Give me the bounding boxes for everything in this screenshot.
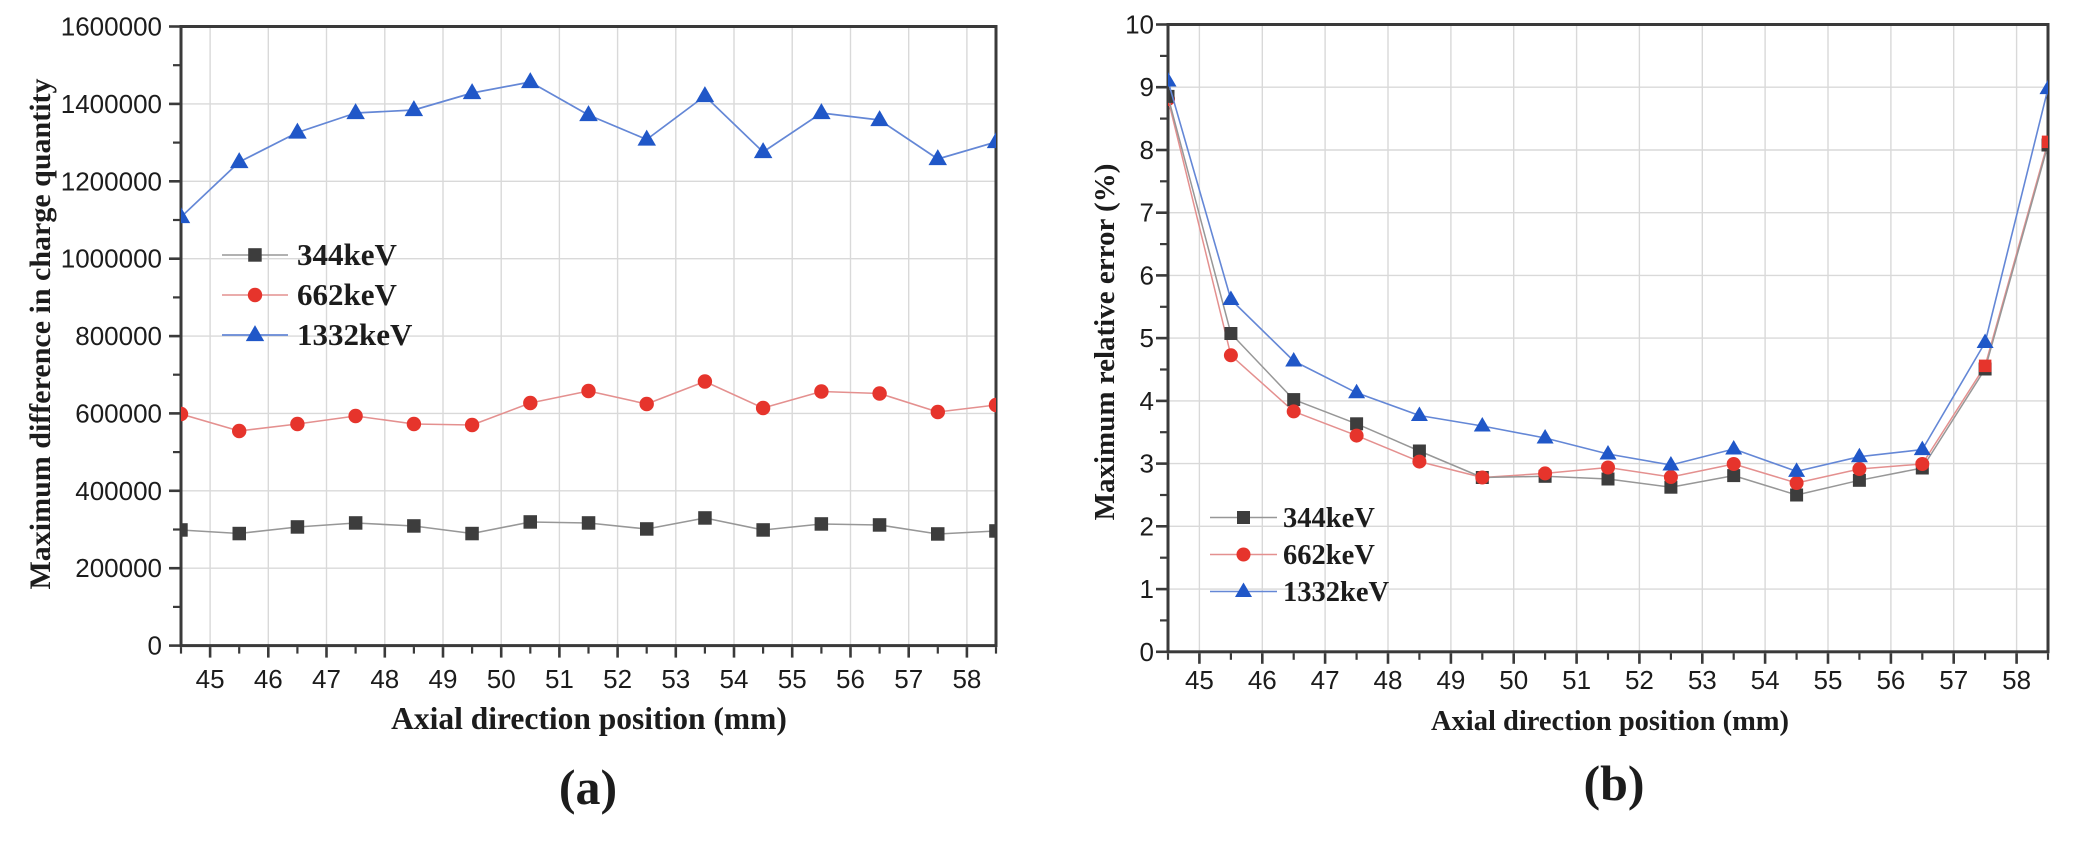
svg-text:46: 46 <box>1248 665 1277 695</box>
svg-text:56: 56 <box>1876 665 1905 695</box>
svg-text:51: 51 <box>1562 665 1591 695</box>
svg-text:45: 45 <box>1185 665 1214 695</box>
svg-text:56: 56 <box>836 664 865 694</box>
svg-text:48: 48 <box>1374 665 1403 695</box>
svg-text:4: 4 <box>1140 386 1154 416</box>
svg-text:(b): (b) <box>1583 755 1644 811</box>
svg-text:1200000: 1200000 <box>61 166 162 196</box>
svg-text:(a): (a) <box>559 759 617 815</box>
svg-text:200000: 200000 <box>75 553 162 583</box>
svg-text:1: 1 <box>1140 574 1154 604</box>
svg-text:50: 50 <box>1499 665 1528 695</box>
svg-text:0: 0 <box>148 631 162 661</box>
svg-text:55: 55 <box>1814 665 1843 695</box>
svg-text:52: 52 <box>1625 665 1654 695</box>
svg-text:0: 0 <box>1140 637 1154 667</box>
svg-text:400000: 400000 <box>75 476 162 506</box>
svg-text:Axial direction position (mm): Axial direction position (mm) <box>391 701 787 736</box>
svg-text:48: 48 <box>370 664 399 694</box>
svg-text:1332keV: 1332keV <box>297 317 413 352</box>
svg-text:1600000: 1600000 <box>61 12 162 42</box>
svg-text:1000000: 1000000 <box>61 244 162 274</box>
svg-text:6: 6 <box>1140 260 1154 290</box>
svg-text:46: 46 <box>254 664 283 694</box>
svg-text:7: 7 <box>1140 198 1154 228</box>
svg-text:800000: 800000 <box>75 321 162 351</box>
svg-text:55: 55 <box>778 664 807 694</box>
svg-text:49: 49 <box>1436 665 1465 695</box>
svg-text:54: 54 <box>1751 665 1780 695</box>
svg-text:Maximum relative error (%): Maximum relative error (%) <box>1089 164 1121 521</box>
svg-text:58: 58 <box>952 664 981 694</box>
svg-text:47: 47 <box>312 664 341 694</box>
svg-text:54: 54 <box>720 664 749 694</box>
svg-text:9: 9 <box>1140 72 1154 102</box>
svg-text:51: 51 <box>545 664 574 694</box>
svg-text:2: 2 <box>1140 511 1154 541</box>
svg-text:8: 8 <box>1140 135 1154 165</box>
svg-text:344keV: 344keV <box>297 237 398 272</box>
svg-text:662keV: 662keV <box>297 277 398 312</box>
svg-text:Maximum difference in charge q: Maximum difference in charge quantity <box>24 78 57 589</box>
svg-text:5: 5 <box>1140 323 1154 353</box>
svg-text:57: 57 <box>1939 665 1968 695</box>
svg-text:57: 57 <box>894 664 923 694</box>
svg-text:600000: 600000 <box>75 398 162 428</box>
svg-text:58: 58 <box>2002 665 2031 695</box>
svg-text:10: 10 <box>1125 10 1154 40</box>
svg-text:47: 47 <box>1311 665 1340 695</box>
svg-text:Axial direction position (mm): Axial direction position (mm) <box>1431 706 1789 737</box>
svg-text:50: 50 <box>487 664 516 694</box>
svg-text:52: 52 <box>603 664 632 694</box>
svg-text:53: 53 <box>1688 665 1717 695</box>
svg-text:662keV: 662keV <box>1283 540 1375 571</box>
svg-text:45: 45 <box>196 664 225 694</box>
svg-text:1400000: 1400000 <box>61 89 162 119</box>
svg-text:49: 49 <box>429 664 458 694</box>
svg-text:3: 3 <box>1140 449 1154 479</box>
svg-text:344keV: 344keV <box>1283 503 1375 534</box>
svg-text:1332keV: 1332keV <box>1283 577 1390 608</box>
svg-text:53: 53 <box>661 664 690 694</box>
